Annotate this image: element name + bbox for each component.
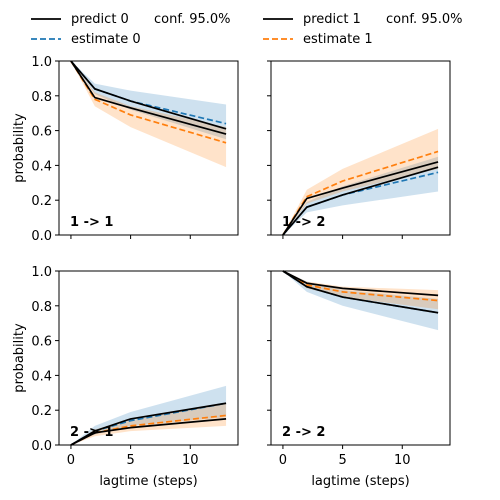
panel-1: 0.0 0.2 0.4 0.6 0.8 1.0 probability 1 -> 1 <box>12 55 239 244</box>
y-tick-label: 0.6 <box>31 335 52 350</box>
panel-label: 2 -> 2 <box>282 425 325 440</box>
panel-3: 0 5 10 0.0 0.2 0.4 0.6 0.8 1.0 probability lagtime… <box>12 265 239 489</box>
y-tick-label: 1.0 <box>31 265 52 280</box>
axes-frame <box>58 270 239 446</box>
x-tick-label: 0 <box>67 453 75 468</box>
y-tick-label: 0.0 <box>31 229 52 244</box>
axes-frame <box>270 270 451 446</box>
x-tick-label: 0 <box>279 453 287 468</box>
legend-label-estimate-0: estimate 0 <box>71 32 141 47</box>
x-tick-label: 5 <box>338 453 346 468</box>
panel-label: 1 -> 2 <box>282 215 325 230</box>
legend-label-predict-1: predict 1 <box>303 12 361 27</box>
legend-conf-label-0: conf. 95.0% <box>154 12 231 27</box>
y-tick-label: 0.0 <box>31 439 52 454</box>
line-predict-0 <box>282 166 439 236</box>
y-tick-label: 0.2 <box>31 404 52 419</box>
legend-entry-predict-1: predict 1 <box>263 12 361 27</box>
band-estimate-0 <box>70 61 227 140</box>
axes-frame <box>270 60 451 236</box>
legend-label-estimate-1: estimate 1 <box>303 32 373 47</box>
y-axis-label: probability <box>12 323 27 393</box>
y-tick-label: 1.0 <box>31 55 52 70</box>
y-tick-label: 0.8 <box>31 300 52 315</box>
legend-conf-label-1: conf. 95.0% <box>386 12 463 27</box>
line-predict-1 <box>282 161 439 236</box>
legend-entry-estimate-1: estimate 1 <box>263 32 373 47</box>
legend-entry-estimate-0: estimate 0 <box>31 32 141 47</box>
x-tick-label: 10 <box>182 453 199 468</box>
legend-entry-predict-0: predict 0 <box>31 12 129 27</box>
line-predict-0 <box>282 270 439 314</box>
band-estimate-0 <box>282 156 439 235</box>
band-estimate-1 <box>70 61 227 168</box>
panel-4: 0 5 10 lagtime (steps) 2 -> 2 <box>267 270 451 489</box>
x-axis-label: lagtime (steps) <box>311 474 409 489</box>
line-predict-1 <box>282 270 439 297</box>
panel-label: 1 -> 1 <box>70 215 113 230</box>
x-axis-label: lagtime (steps) <box>99 474 197 489</box>
line-predict-1 <box>70 418 227 446</box>
legend-label-predict-0: predict 0 <box>71 12 129 27</box>
legend: predict 0 conf. 95.0% estimate 0 predict… <box>31 12 463 47</box>
y-tick-label: 0.6 <box>31 125 52 140</box>
line-predict-1 <box>70 60 227 135</box>
y-tick-label: 0.2 <box>31 194 52 209</box>
x-tick-label: 10 <box>394 453 411 468</box>
y-tick-label: 0.8 <box>31 90 52 105</box>
panels: 0.0 0.2 0.4 0.6 0.8 1.0 probability 1 -> 1 1 -> … <box>12 55 451 489</box>
band-estimate-1 <box>282 128 439 235</box>
panel-2: 1 -> 2 <box>267 60 451 239</box>
panel-label: 2 -> 1 <box>70 425 113 440</box>
y-axis-label: probability <box>12 113 27 183</box>
y-tick-label: 0.4 <box>31 369 52 384</box>
x-tick-label: 5 <box>126 453 134 468</box>
y-tick-label: 0.4 <box>31 159 52 174</box>
line-predict-0 <box>70 60 227 130</box>
axes-frame <box>58 60 239 236</box>
